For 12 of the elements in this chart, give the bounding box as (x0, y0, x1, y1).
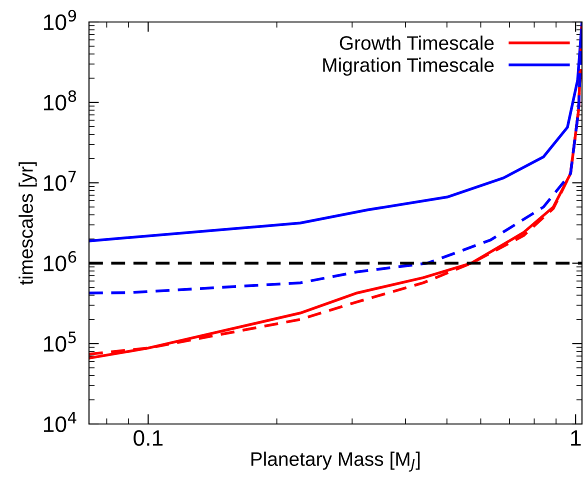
x-tick-label: 1 (571, 430, 581, 446)
y-tick-label: 10$^{7}$ (44, 170, 76, 191)
legend-label: Growth Timescale (340, 36, 494, 50)
y-tick-label: 10$^{8}$ (44, 90, 76, 110)
y-tick-label: 10$^{5}$ (44, 332, 76, 352)
y-tick-label: 10$^{9}$ (44, 10, 76, 30)
y-tick-label: 10$^{4}$ (44, 412, 76, 432)
y-tick-label: 10$^{6}$ (44, 251, 76, 272)
x-axis-title: Planetary Mass [M$_{J}$] (251, 452, 420, 472)
x-tick-label: 0.1 (134, 430, 163, 446)
y-axis-title: timescales [yr] (18, 162, 37, 285)
legend-label: Migration Timescale (323, 58, 494, 76)
